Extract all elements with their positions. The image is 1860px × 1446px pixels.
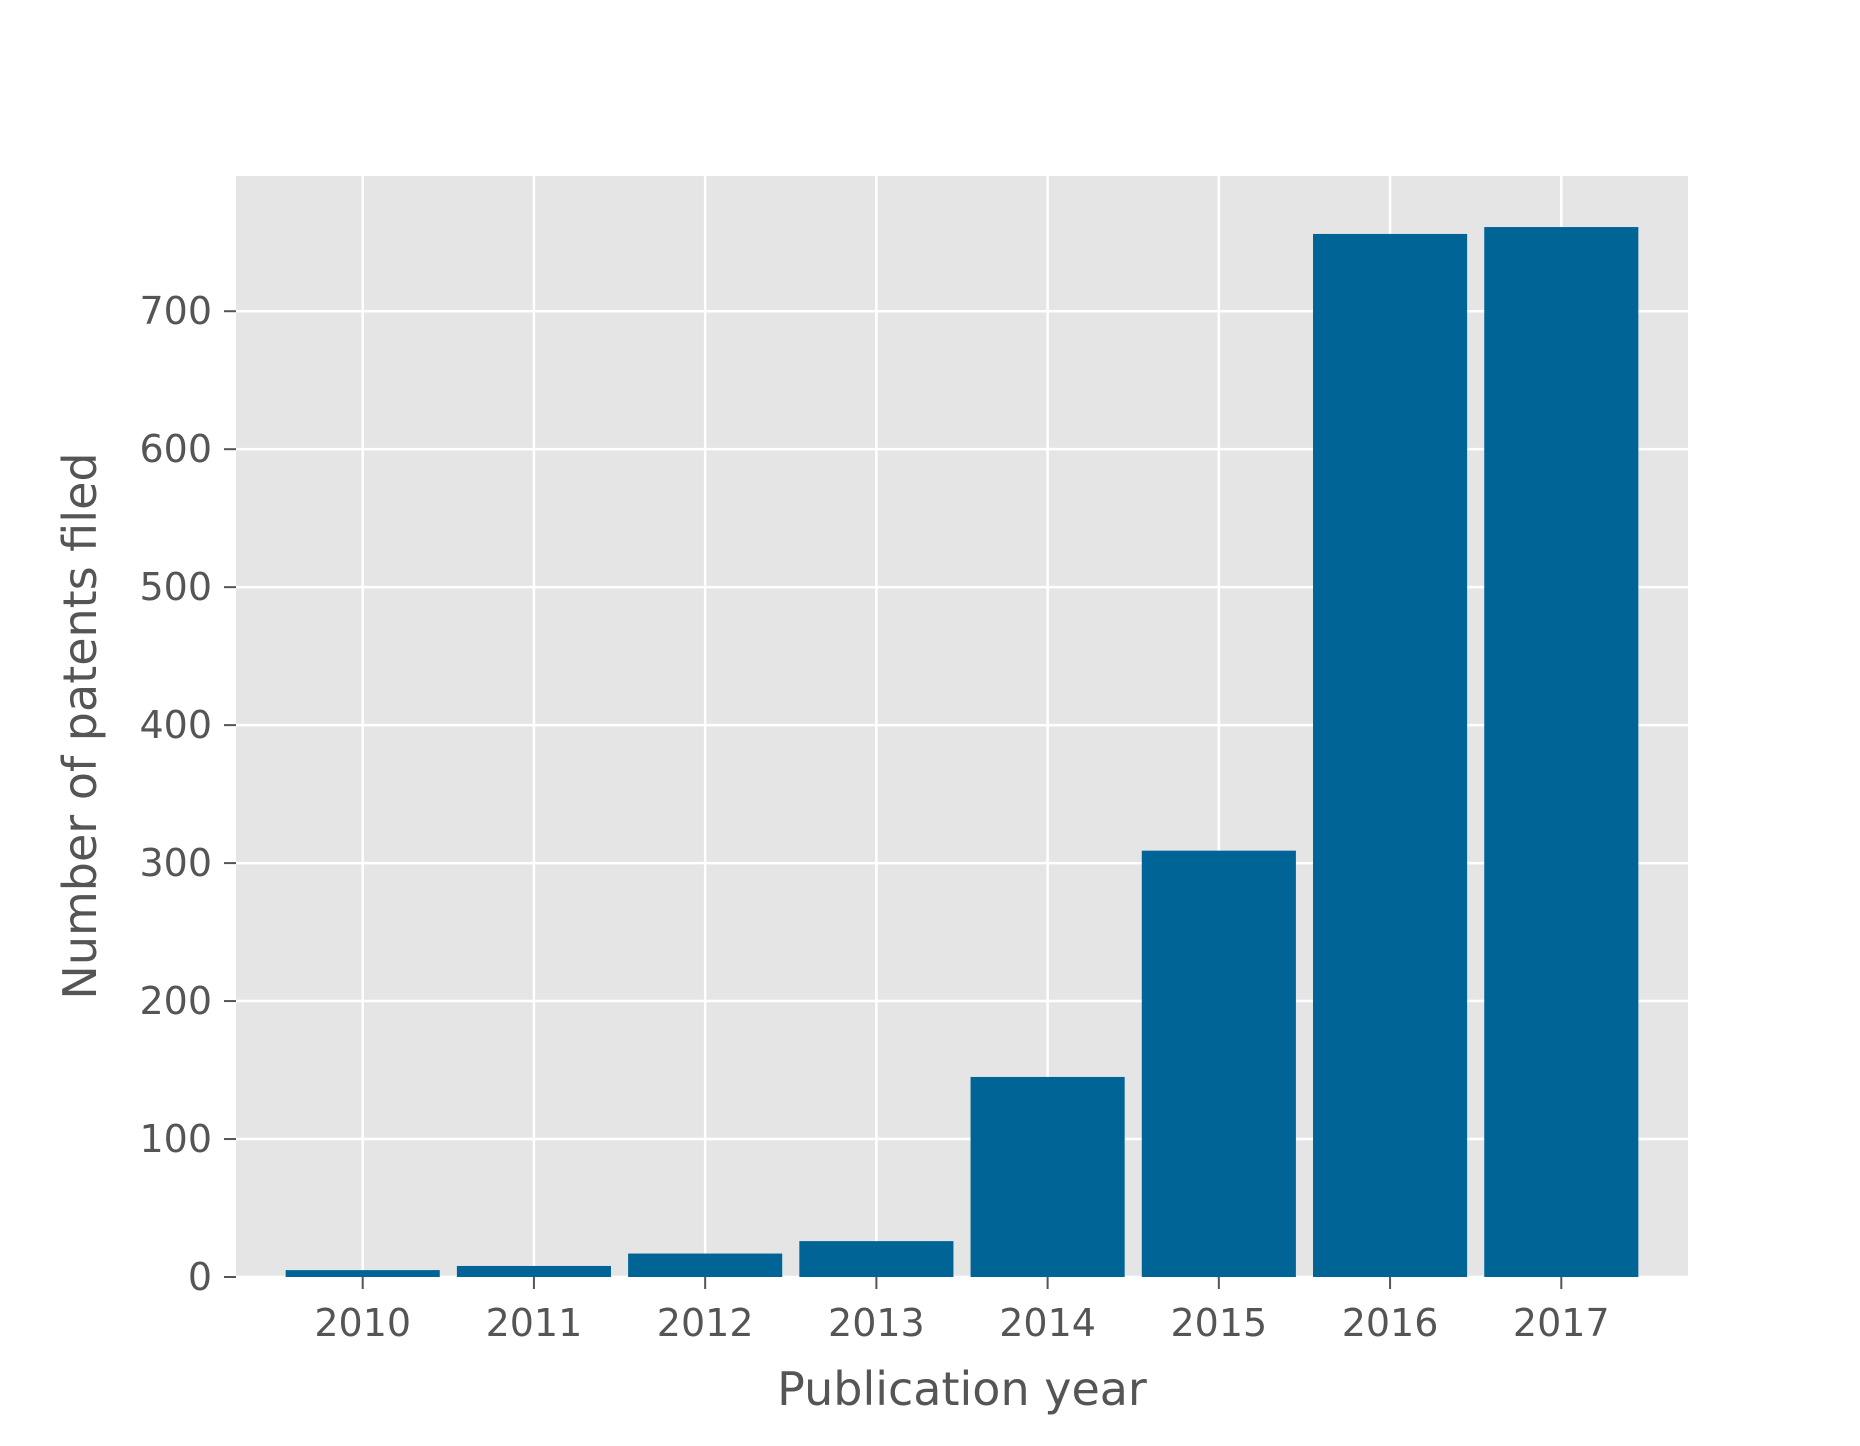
y-tick-label: 0 [188, 1255, 212, 1299]
y-tick-label: 100 [139, 1117, 212, 1161]
y-tick-label: 600 [139, 427, 212, 471]
bar-2010 [285, 1270, 440, 1277]
y-tick-label: 400 [139, 703, 212, 747]
bar-2011 [456, 1265, 611, 1277]
x-tick-label: 2015 [1170, 1301, 1267, 1345]
bars [285, 227, 1639, 1278]
bar-2014 [970, 1076, 1125, 1277]
bar-2016 [1313, 233, 1468, 1277]
x-tick-label: 2010 [314, 1301, 411, 1345]
x-tick-label: 2011 [486, 1301, 583, 1345]
y-tick-label: 700 [139, 289, 212, 333]
x-tick-label: 2016 [1342, 1301, 1439, 1345]
x-tick-label: 2013 [828, 1301, 925, 1345]
y-axis-ticks: 0 100 200 300 400 500 600 700 [139, 289, 236, 1299]
x-axis-label: Publication year [777, 1362, 1147, 1416]
bar-2017 [1484, 227, 1639, 1278]
y-tick-label: 200 [139, 979, 212, 1023]
x-tick-label: 2012 [657, 1301, 754, 1345]
bar-2012 [628, 1253, 783, 1277]
y-tick-label: 300 [139, 841, 212, 885]
x-tick-label: 2014 [999, 1301, 1096, 1345]
y-tick-label: 500 [139, 565, 212, 609]
bar-2015 [1141, 850, 1296, 1277]
x-tick-label: 2017 [1513, 1301, 1610, 1345]
bar-2013 [799, 1241, 954, 1277]
y-axis-label: Number of patents filed [53, 452, 107, 999]
x-axis-ticks: 2010 2011 2012 2013 2014 2015 2016 2017 [314, 1277, 1610, 1345]
plot-background [236, 176, 1688, 1277]
